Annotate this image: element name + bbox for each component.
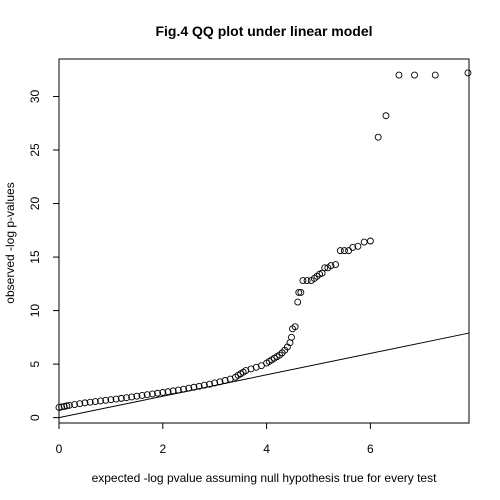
data-point	[138, 392, 146, 399]
reference-line	[58, 332, 470, 419]
y-tick-label: 15	[28, 250, 42, 264]
y-axis-label: observed -log p-values	[3, 182, 17, 303]
data-point	[297, 288, 305, 296]
data-point	[294, 298, 302, 306]
data-point	[91, 398, 99, 406]
data-point	[303, 277, 311, 285]
data-point	[464, 69, 472, 77]
data-point	[81, 399, 89, 407]
data-point	[332, 261, 340, 269]
x-tick-label: 0	[56, 442, 63, 456]
y-tick-label: 20	[28, 197, 42, 211]
data-point	[336, 247, 344, 255]
data-point	[154, 389, 162, 397]
data-point	[169, 387, 177, 395]
data-point	[164, 388, 172, 396]
data-point	[117, 394, 125, 402]
data-point	[200, 381, 208, 389]
data-point	[295, 288, 303, 296]
y-tick-label: 0	[28, 414, 42, 421]
x-tick-label: 2	[159, 442, 166, 456]
x-axis: 0 2 4 6	[56, 423, 374, 456]
data-point	[86, 398, 94, 406]
data-point	[112, 395, 120, 403]
data-point	[123, 394, 130, 402]
data-point	[257, 362, 265, 370]
data-point	[128, 393, 136, 401]
data-point	[291, 323, 299, 331]
data-point	[395, 71, 403, 79]
data-point	[180, 385, 188, 393]
data-point	[340, 247, 348, 255]
data-point	[143, 391, 151, 399]
data-point	[374, 133, 382, 141]
data-point	[159, 389, 167, 396]
data-point	[133, 392, 141, 400]
data-point	[366, 237, 374, 245]
data-point	[299, 277, 307, 285]
y-tick-label: 30	[28, 89, 42, 103]
data-point	[318, 269, 326, 277]
data-point	[97, 397, 104, 405]
data-point	[55, 404, 63, 411]
data-point	[327, 262, 335, 270]
data-point	[345, 247, 353, 255]
y-tick-label: 5	[28, 360, 42, 367]
data-point	[58, 403, 66, 411]
data-point	[354, 242, 362, 250]
data-point	[107, 396, 115, 404]
data-point	[63, 402, 71, 410]
data-point	[321, 264, 329, 272]
x-tick-label: 6	[367, 442, 374, 456]
data-point	[288, 333, 295, 341]
data-point	[411, 71, 418, 79]
data-point	[349, 243, 357, 251]
data-point	[76, 400, 84, 408]
data-point	[211, 379, 219, 387]
data-point	[185, 384, 193, 392]
data-point	[431, 71, 439, 79]
data-point	[174, 386, 182, 394]
y-tick-label: 25	[28, 143, 42, 157]
data-point	[102, 396, 110, 404]
data-point	[190, 383, 198, 391]
plot-frame	[58, 58, 470, 424]
data-points	[55, 69, 472, 411]
data-point	[360, 238, 368, 246]
data-point	[382, 112, 390, 120]
data-point	[71, 401, 79, 409]
data-point	[221, 377, 229, 384]
data-point	[195, 382, 203, 390]
data-point	[65, 401, 73, 409]
y-axis: 0 5 10 15 20 25 30	[28, 89, 59, 421]
data-point	[148, 390, 156, 398]
data-point	[216, 378, 224, 386]
data-point	[206, 380, 213, 388]
chart-title: Fig.4 QQ plot under linear model	[155, 23, 372, 39]
y-tick-label: 10	[28, 304, 42, 318]
x-tick-label: 4	[263, 442, 270, 456]
x-axis-label: expected -log pvalue assuming null hypot…	[92, 471, 438, 485]
data-point	[60, 402, 68, 410]
